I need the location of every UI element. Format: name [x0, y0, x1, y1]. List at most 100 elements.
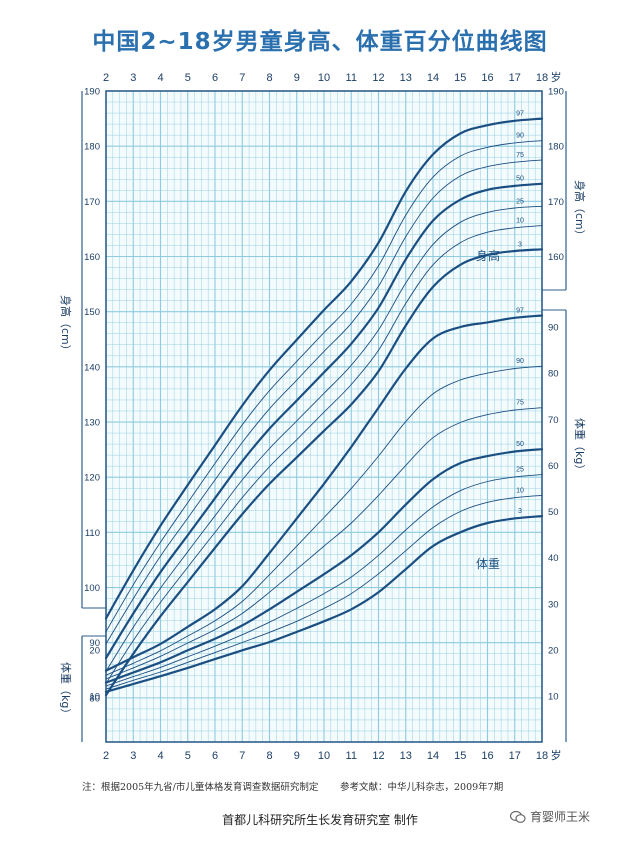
height-tick-left: 150	[84, 307, 100, 318]
height-curve-p97	[104, 117, 544, 620]
weight-tick-left: 20	[89, 645, 100, 656]
height-curve-p90	[105, 140, 543, 633]
x-tick-label-top: 4	[157, 72, 163, 84]
x-tick-label-bottom: 8	[266, 750, 272, 762]
height-tick-right: 170	[548, 197, 564, 208]
height-tick-left: 140	[84, 362, 100, 373]
height-tick-right: 160	[548, 252, 564, 263]
height-tick-left: 110	[85, 528, 100, 539]
x-tick-label-top: 8	[266, 72, 272, 84]
x-tick-label-top: 10	[318, 72, 330, 84]
weight-curve-p3	[104, 515, 544, 693]
height-percentile-label: 50	[516, 176, 524, 183]
height-tick-left: 100	[84, 583, 100, 594]
height-curve-p25	[105, 205, 543, 672]
left-height-axis-title: 身高（cm）	[59, 295, 73, 356]
weight-curve-p75	[105, 407, 543, 680]
x-tick-label-bottom: 4	[157, 750, 163, 762]
chart-title: 中国2~18岁男童身高、体重百分位曲线图	[92, 29, 548, 55]
height-curve-p75	[105, 159, 543, 645]
x-tick-label-top: 14	[427, 72, 439, 84]
height-percentile-label: 3	[518, 241, 522, 248]
height-tick-right: 190	[548, 87, 564, 98]
watermark-text: 育婴师王米	[530, 810, 591, 824]
height-curve-label: 身高	[476, 248, 500, 263]
height-percentile-label: 97	[516, 111, 524, 118]
weight-percentile-label: 90	[516, 358, 524, 365]
x-tick-label-top: 12	[372, 72, 384, 84]
height-tick-left: 180	[84, 142, 100, 153]
weight-curve-p10	[105, 494, 543, 690]
weight-percentile-label: 3	[518, 508, 522, 515]
weight-tick-right: 40	[548, 553, 559, 564]
height-percentile-label: 25	[516, 198, 524, 205]
watermark: 育婴师王米	[510, 808, 590, 825]
weight-curve-label: 体重	[476, 557, 500, 571]
x-tick-label-bottom: 3	[130, 750, 136, 762]
weight-percentile-label: 97	[516, 307, 524, 314]
weight-tick-right: 10	[548, 692, 559, 703]
right-weight-axis-title: 体重（kg）	[573, 418, 587, 475]
x-tick-label-bottom: 14	[427, 750, 439, 762]
height-tick-right: 180	[548, 142, 564, 153]
x-tick-label-bottom: 13	[400, 750, 412, 762]
x-tick-label-bottom: 15	[454, 750, 466, 762]
source-note: 注：根据2005年九省/市儿童体格发育调查数据研究制定	[82, 782, 319, 793]
x-tick-label-bottom: 11	[346, 750, 357, 762]
height-tick-left: 130	[84, 418, 100, 429]
height-curve-p10	[105, 225, 543, 684]
weight-tick-right: 80	[548, 369, 559, 380]
x-tick-label-top: 13	[400, 72, 412, 84]
reference-note: 参考文献：中华儿科杂志，2009年7期	[340, 782, 504, 793]
weight-tick-right: 90	[548, 323, 559, 334]
height-percentile-label: 10	[516, 218, 524, 225]
weight-tick-right: 30	[548, 599, 559, 610]
x-unit-top: 岁	[551, 70, 562, 84]
x-tick-label-bottom: 10	[318, 750, 330, 762]
x-tick-label-top: 7	[239, 72, 245, 84]
x-tick-label-top: 15	[454, 72, 466, 84]
x-tick-label-bottom: 17	[509, 750, 521, 762]
x-tick-label-bottom: 9	[294, 750, 300, 762]
x-tick-label-top: 18	[536, 72, 548, 84]
right-height-axis-title: 身高（cm）	[573, 180, 587, 241]
weight-curve-p25	[105, 474, 543, 687]
height-percentile-label: 90	[516, 133, 524, 140]
weight-percentile-label: 25	[516, 467, 524, 474]
x-tick-label-bottom: 5	[185, 750, 191, 762]
x-tick-label-top: 3	[130, 72, 136, 84]
x-tick-label-bottom: 6	[212, 750, 218, 762]
height-curve-p50	[104, 182, 544, 660]
height-tick-left: 120	[84, 473, 100, 484]
height-tick-left: 190	[84, 87, 100, 98]
weight-percentile-label: 50	[516, 441, 524, 448]
weight-percentile-label: 75	[516, 400, 524, 407]
x-tick-label-bottom: 18	[536, 750, 548, 762]
height-curve-p3	[104, 248, 544, 697]
height-tick-left: 80	[89, 693, 100, 704]
plot-frame	[105, 90, 543, 743]
height-tick-left: 90	[89, 638, 100, 649]
x-tick-label-bottom: 16	[481, 750, 493, 762]
x-tick-label-top: 11	[346, 72, 357, 84]
x-tick-label-bottom: 7	[239, 750, 245, 762]
x-tick-label-bottom: 2	[103, 750, 109, 762]
x-tick-label-top: 9	[294, 72, 300, 84]
x-tick-label-bottom: 12	[372, 750, 384, 762]
weight-curve-p90	[105, 365, 543, 676]
height-tick-left: 160	[84, 252, 100, 263]
weight-percentile-label: 10	[516, 487, 524, 494]
weight-tick-left: 10	[89, 692, 100, 703]
x-tick-label-top: 17	[509, 72, 521, 84]
weight-tick-right: 60	[548, 461, 559, 472]
weight-curve-p97	[104, 314, 544, 672]
producer-credit: 首都儿科研究所生长发育研究室 制作	[222, 813, 418, 827]
height-percentile-label: 75	[516, 152, 524, 159]
weight-tick-right: 70	[548, 415, 559, 426]
x-tick-label-top: 16	[481, 72, 493, 84]
height-tick-left: 170	[84, 197, 100, 208]
x-unit-bottom: 岁	[551, 748, 562, 762]
wechat-icon	[510, 810, 526, 823]
x-tick-label-top: 6	[212, 72, 218, 84]
